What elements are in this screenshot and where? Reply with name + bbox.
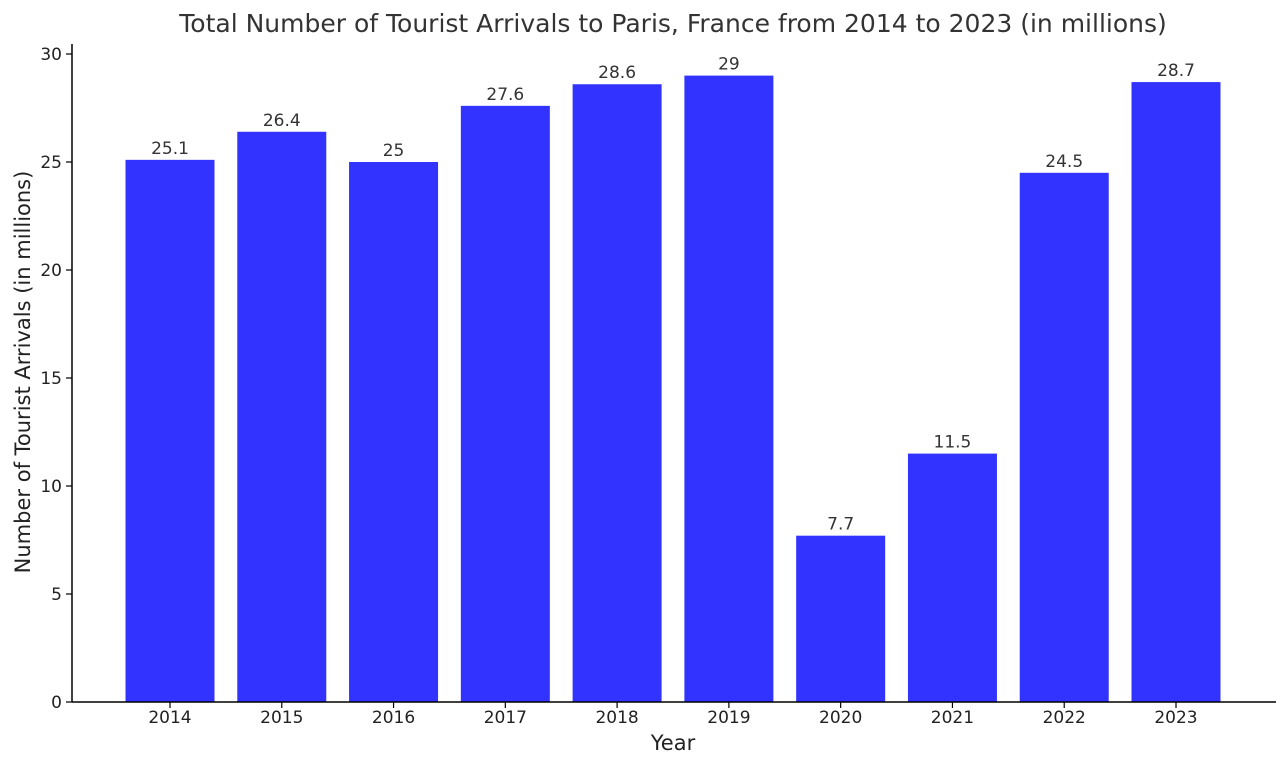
data-labels-layer: 25.1 26.4 25 27.6 28.6 29 7.7 11.5 24.5 28.7 [151, 55, 1195, 535]
x-tick-label-2016: 2016 [372, 708, 415, 728]
data-label-2015: 26.4 [263, 111, 301, 131]
y-tick-label-30: 30 [40, 45, 62, 65]
bar-2022 [1019, 172, 1109, 703]
x-axis: 2014 2015 2016 2017 2018 2019 2020 2021 2022 2023 [72, 701, 1276, 728]
y-tick-label-5: 5 [51, 585, 62, 605]
y-axis-label: Number of Tourist Arrivals (in millions) [11, 171, 35, 574]
x-tick-label-2017: 2017 [484, 708, 527, 728]
data-label-2022: 24.5 [1045, 152, 1083, 172]
data-label-2014: 25.1 [151, 139, 189, 159]
bar-2016 [349, 162, 439, 702]
data-label-2016: 25 [383, 141, 405, 161]
y-tick-label-25: 25 [40, 153, 62, 173]
bar-2019 [684, 75, 774, 703]
x-tick-label-2019: 2019 [707, 708, 750, 728]
x-tick-label-2015: 2015 [260, 708, 303, 728]
bars-layer [125, 75, 1221, 703]
x-tick-label-2022: 2022 [1043, 708, 1086, 728]
data-label-2021: 11.5 [934, 433, 972, 453]
x-tick-label-2018: 2018 [595, 708, 638, 728]
y-tick-label-15: 15 [40, 369, 62, 389]
bar-2015 [237, 131, 327, 702]
data-label-2019: 29 [718, 55, 740, 75]
data-label-2020: 7.7 [827, 515, 854, 535]
data-label-2023: 28.7 [1157, 61, 1195, 81]
x-tick-label-2023: 2023 [1154, 708, 1197, 728]
y-axis: 0 5 10 15 20 25 30 [40, 44, 73, 713]
x-tick-label-2020: 2020 [819, 708, 862, 728]
bar-2014 [125, 159, 215, 703]
bar-2020 [796, 535, 886, 702]
bar-2017 [460, 105, 550, 703]
data-label-2017: 27.6 [486, 85, 524, 105]
data-label-2018: 28.6 [598, 63, 636, 83]
bar-2021 [907, 453, 997, 702]
x-tick-label-2014: 2014 [148, 708, 191, 728]
bar-2018 [572, 84, 662, 703]
y-tick-label-20: 20 [40, 261, 62, 281]
y-tick-label-0: 0 [51, 693, 62, 713]
y-tick-label-10: 10 [40, 477, 62, 497]
x-axis-label: Year [650, 731, 696, 755]
x-tick-label-2021: 2021 [931, 708, 974, 728]
chart-title: Total Number of Tourist Arrivals to Pari… [178, 9, 1167, 38]
bar-2023 [1131, 82, 1221, 702]
